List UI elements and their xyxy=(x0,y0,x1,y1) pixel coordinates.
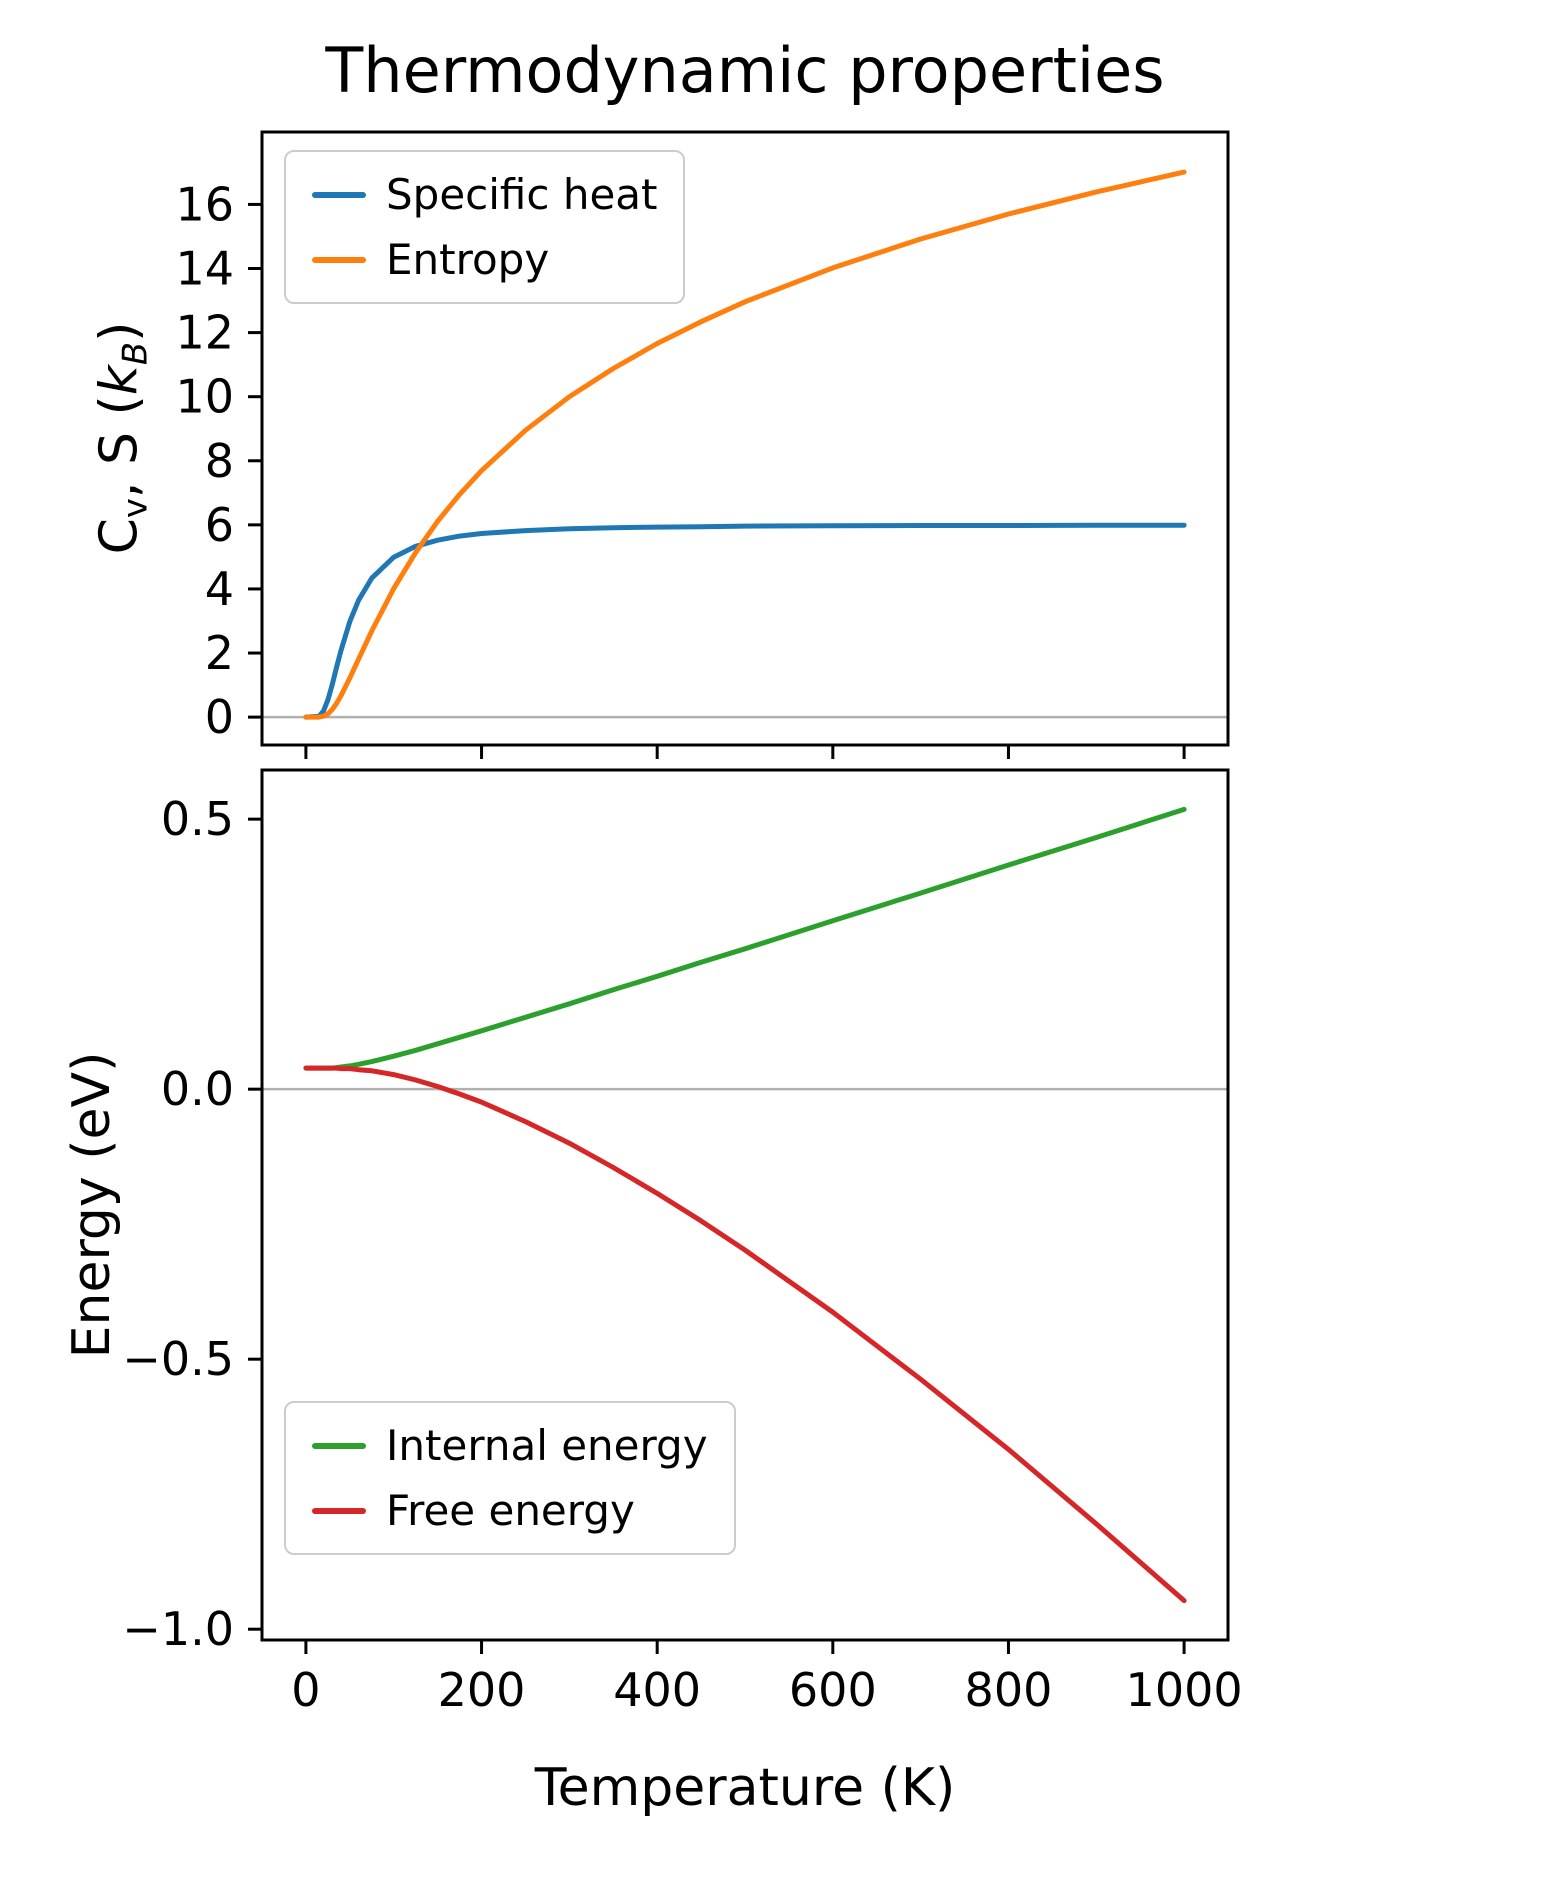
y-tick-label: 0 xyxy=(205,690,234,744)
legend-label-entropy: Entropy xyxy=(386,235,550,284)
legend-entry-internal-energy: Internal energy xyxy=(312,1421,708,1470)
legend-lower: Internal energy Free energy xyxy=(284,1401,736,1555)
y-tick-label: −1.0 xyxy=(122,1602,234,1656)
y-tick-label: 6 xyxy=(205,498,234,552)
legend-swatch-free-energy xyxy=(312,1507,366,1514)
x-tick-label: 800 xyxy=(965,1663,1053,1717)
y-axis-label-lower: Energy (eV) xyxy=(62,1051,122,1359)
legend-entry-entropy: Entropy xyxy=(312,235,657,284)
label-segment: B xyxy=(115,341,155,366)
y-tick-label: −0.5 xyxy=(122,1332,234,1386)
x-tick-label: 1000 xyxy=(1126,1663,1243,1717)
entropy-line xyxy=(303,169,1187,720)
axes-spines xyxy=(260,130,1230,747)
specific-heat-line xyxy=(303,522,1187,720)
legend-upper: Specific heat Entropy xyxy=(284,150,686,304)
x-axis-label: Temperature (K) xyxy=(534,1758,956,1818)
legend-swatch-specific-heat xyxy=(312,191,366,198)
legend-entry-free-energy: Free energy xyxy=(312,1486,708,1535)
axes-spines xyxy=(260,768,1230,1642)
legend-label-internal-energy: Internal energy xyxy=(386,1421,708,1470)
legend-swatch-entropy xyxy=(312,256,366,263)
legend-entry-specific-heat: Specific heat xyxy=(312,170,657,219)
y-tick-label: 2 xyxy=(205,626,234,680)
y-tick-label: 14 xyxy=(175,242,234,296)
x-tick-label: 200 xyxy=(438,1663,526,1717)
y-tick-label: 8 xyxy=(205,434,234,488)
y-axis-label-upper: Cv, S (kB) xyxy=(89,322,154,555)
internal-energy-line xyxy=(303,806,1187,1071)
figure-title: Thermodynamic properties xyxy=(325,34,1165,107)
y-tick-label: 12 xyxy=(175,306,234,360)
label-segment: k xyxy=(89,365,150,396)
y-tick-label: 0.5 xyxy=(161,792,234,846)
label-segment: v xyxy=(115,498,155,519)
x-tick-label: 600 xyxy=(789,1663,877,1717)
label-segment: C xyxy=(89,518,150,555)
legend-swatch-internal-energy xyxy=(312,1442,366,1449)
y-tick-label: 0.0 xyxy=(161,1062,234,1116)
x-tick-label: 400 xyxy=(613,1663,701,1717)
legend-label-free-energy: Free energy xyxy=(386,1486,635,1535)
legend-label-specific-heat: Specific heat xyxy=(386,170,658,219)
label-segment: ) xyxy=(89,321,150,342)
y-tick-label: 4 xyxy=(205,562,234,616)
y-tick-label: 10 xyxy=(175,370,234,424)
y-tick-label: 16 xyxy=(175,177,234,231)
x-tick-label: 0 xyxy=(291,1663,320,1717)
free-energy-line xyxy=(303,1065,1187,1604)
label-segment: , S ( xyxy=(89,395,150,499)
